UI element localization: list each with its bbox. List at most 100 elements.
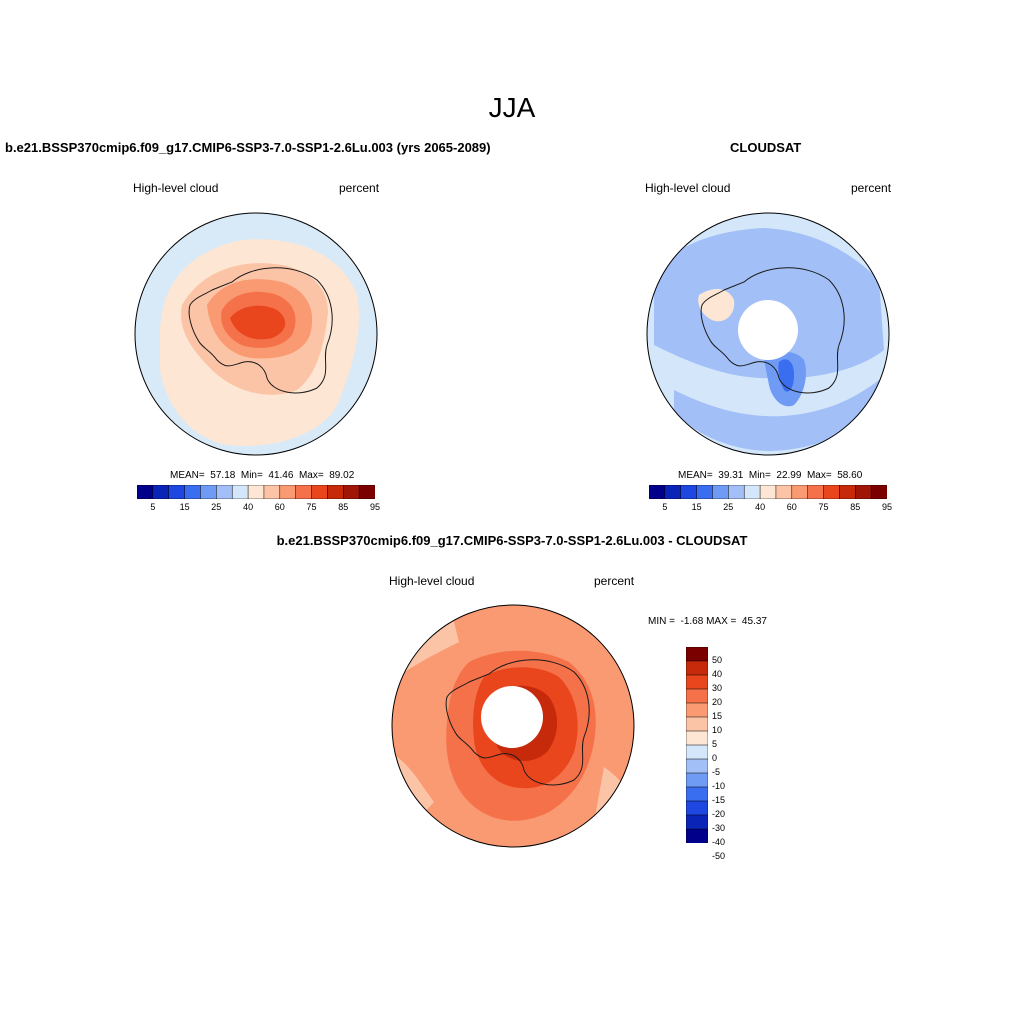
- right-colorbar-swatch: [728, 485, 745, 499]
- diff-colorbar-tick-label: -50: [712, 851, 726, 861]
- diff-colorbar-swatch: [686, 758, 708, 774]
- left-colorbar-swatch: [216, 485, 233, 499]
- left-colorbar-tick-label: 95: [369, 502, 380, 512]
- left-panel-title: b.e21.BSSP370cmip6.f09_g17.CMIP6-SSP3-7.…: [5, 140, 491, 155]
- right-colorbar-swatch: [775, 485, 793, 499]
- diff-colorbar-swatch: [686, 716, 708, 732]
- left-colorbar-swatch: [327, 485, 344, 499]
- left-polar-map: [134, 212, 378, 456]
- left-colorbar-tick-label: 85: [338, 502, 349, 512]
- left-colorbar-swatch: [279, 485, 297, 499]
- left-colorbar-tick-label: 15: [179, 502, 190, 512]
- diff-colorbar-swatch: [686, 772, 708, 788]
- diff-colorbar-tick-label: -30: [712, 823, 726, 833]
- left-colorbar-tick-label: 75: [306, 502, 317, 512]
- right-colorbar-swatch: [680, 485, 698, 499]
- right-colorbar-tick-label: 15: [691, 502, 702, 512]
- diff-colorbar-swatch: [686, 814, 708, 830]
- right-colorbar-tick-label: 75: [818, 502, 829, 512]
- right-contour-30-south: [674, 380, 884, 451]
- right-colorbar-swatch: [823, 485, 840, 499]
- diff-colorbar-swatch: [686, 647, 708, 662]
- diff-colorbar-tick-label: 20: [712, 697, 723, 707]
- right-colorbar-swatch: [855, 485, 872, 499]
- diff-colorbar-swatch: [686, 786, 708, 802]
- right-polar-map: [646, 212, 890, 456]
- right-variable-label: High-level cloud: [645, 181, 731, 195]
- diff-map-border: [391, 604, 635, 848]
- left-colorbar-swatch: [343, 485, 360, 499]
- right-colorbar-swatch: [870, 485, 887, 499]
- left-contour-95: [230, 305, 286, 340]
- diff-colorbar-swatch: [686, 702, 708, 718]
- diff-colorbar-swatch: [686, 660, 708, 676]
- right-map-border: [646, 212, 890, 456]
- right-stats: MEAN= 39.31 Min= 22.99 Max= 58.60: [678, 470, 863, 481]
- diff-stats: MIN = -1.68 MAX = 45.37: [648, 616, 767, 627]
- diff-colorbar-tick-label: 30: [712, 683, 723, 693]
- right-colorbar-labels: 5 15 25 40 60 75 85 95: [649, 502, 892, 516]
- diff-antarctica-coastline: [445, 659, 590, 786]
- left-colorbar-swatch: [184, 485, 202, 499]
- right-colorbar-swatch: [759, 485, 777, 499]
- left-colorbar-swatch: [152, 485, 170, 499]
- diff-colorbar-tick-label: 40: [712, 669, 723, 679]
- diff-colorbar-swatch: [686, 744, 708, 760]
- right-colorbar-swatch: [696, 485, 714, 499]
- diff-colorbar-swatch: [686, 688, 708, 704]
- right-colorbar-tick-label: 95: [881, 502, 892, 512]
- diff-variable-label: High-level cloud: [389, 574, 475, 588]
- left-colorbar-swatch: [263, 485, 281, 499]
- diff-colorbar-labels: 50 40 30 20 15 10 5 0 -5 -10 -15 -20 -30 -40 -50: [712, 647, 752, 861]
- right-colorbar-tick-label: 85: [850, 502, 861, 512]
- left-colorbar-swatch: [200, 485, 217, 499]
- right-colorbar-tick-label: 60: [786, 502, 797, 512]
- diff-colorbar-tick-label: 5: [712, 739, 718, 749]
- right-colorbar-tick-label: 40: [755, 502, 766, 512]
- left-stats: MEAN= 57.18 Min= 41.46 Max= 89.02: [170, 470, 355, 481]
- diff-colorbar-tick-label: -40: [712, 837, 726, 847]
- right-units-label: percent: [851, 181, 892, 195]
- right-panel-title: CLOUDSAT: [730, 140, 802, 155]
- left-colorbar-tick-label: 25: [211, 502, 222, 512]
- diff-colorbar-swatch: [686, 730, 708, 746]
- diff-colorbar-swatch: [686, 800, 708, 816]
- right-data-hole: [738, 300, 798, 360]
- diff-colorbar-tick-label: 10: [712, 725, 723, 735]
- right-colorbar-swatch: [791, 485, 809, 499]
- right-colorbar-swatch: [743, 485, 761, 499]
- left-colorbar-swatch: [358, 485, 375, 499]
- left-colorbar-tick-label: 60: [274, 502, 285, 512]
- left-units-label: percent: [339, 181, 380, 195]
- left-colorbar-swatch: [311, 485, 328, 499]
- left-antarctica-coastline: [188, 267, 333, 394]
- diff-colorbar-swatch: [686, 828, 708, 843]
- left-colorbar-swatch: [168, 485, 186, 499]
- left-colorbar-swatch: [247, 485, 265, 499]
- left-colorbar-labels: 5 15 25 40 60 75 85 95: [137, 502, 380, 516]
- right-colorbar: [649, 485, 887, 499]
- left-colorbar-swatch: [231, 485, 249, 499]
- diff-colorbar: [686, 647, 708, 843]
- diff-colorbar-tick-label: -15: [712, 795, 726, 805]
- left-colorbar: [137, 485, 375, 499]
- diff-data-hole: [481, 686, 543, 748]
- left-variable-label: High-level cloud: [133, 181, 219, 195]
- left-colorbar-tick-label: 5: [150, 502, 156, 512]
- diff-panel-title: b.e21.BSSP370cmip6.f09_g17.CMIP6-SSP3-7.…: [276, 533, 748, 548]
- left-colorbar-swatch: [295, 485, 313, 499]
- diff-colorbar-tick-label: -20: [712, 809, 726, 819]
- right-contour-45: [698, 288, 735, 322]
- diff-colorbar-swatch: [686, 674, 708, 690]
- diff-colorbar-tick-label: -5: [712, 767, 721, 777]
- diff-colorbar-tick-label: 15: [712, 711, 723, 721]
- diff-units-label: percent: [594, 574, 635, 588]
- diff-colorbar-tick-label: 0: [712, 753, 718, 763]
- left-colorbar-tick-label: 40: [243, 502, 254, 512]
- diff-colorbar-tick-label: 50: [712, 655, 723, 665]
- right-colorbar-swatch: [839, 485, 856, 499]
- right-colorbar-swatch: [712, 485, 729, 499]
- right-colorbar-swatch: [807, 485, 825, 499]
- left-colorbar-swatch: [137, 485, 154, 499]
- right-colorbar-swatch: [664, 485, 682, 499]
